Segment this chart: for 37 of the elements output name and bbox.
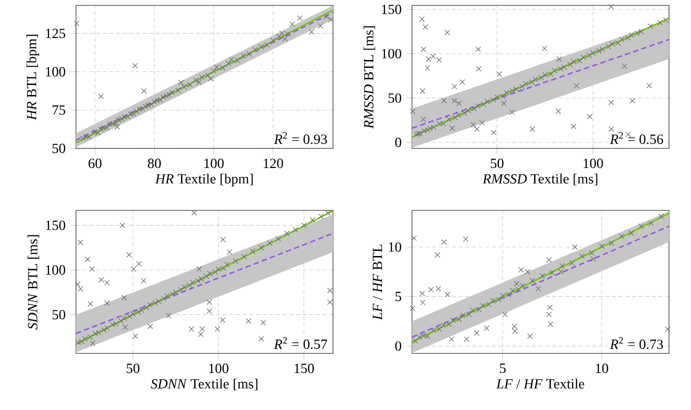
y-tick-label: 50 [52,310,66,320]
y-tick-label: 0 [395,137,402,147]
y-tick-label: 75 [52,105,66,115]
annotation: R$^{2}$ = 0.57 [274,336,328,349]
x-tick-label: 5 [500,363,506,373]
y-axis-title: HR BTL [bpm] [26,34,40,120]
y-axis-title: LF / HF BTL [372,244,382,320]
y-tick-label: 100 [46,66,66,76]
y-tick-label: 125 [46,28,66,38]
y-tick-label: 5 [396,292,402,302]
x-tick-label: 100 [209,363,228,373]
x-tick-label: 100 [204,158,224,168]
x-tick-label: 100 [584,158,603,168]
x-tick-label: 50 [126,363,140,373]
y-tick-label: 50 [52,143,66,153]
x-axis-title: SDNN Textile [ms] [150,378,258,390]
y-tick-label: 50 [388,93,402,103]
y-tick-label: 100 [382,48,402,58]
x-tick-label: 120 [264,158,284,168]
annotation: R$^{2}$ = 0.73 [610,336,663,349]
annotation: R$^{2}$ = 0.56 [610,132,664,144]
y-axis-title: SDNN BTL [ms] [28,234,40,330]
y-tick-label: 150 [382,4,402,14]
y-tick-label: 10 [388,242,402,252]
x-tick-label: 150 [294,363,314,373]
annotation: R$^{2}$ = 0.93 [274,132,327,144]
y-tick-label: 100 [46,265,66,275]
y-axis-title: RMSSD BTL [ms] [364,26,376,129]
x-tick-label: 60 [88,158,102,168]
y-tick-label: 150 [46,220,66,230]
x-axis-title: LF / HF Textile [496,378,584,388]
x-axis-title: HR Textile [bpm] [155,174,253,186]
x-tick-label: 80 [148,158,161,168]
y-tick-label: 0 [395,341,402,351]
x-tick-label: 50 [490,158,504,168]
x-axis-title: RMSSD Textile [ms] [482,174,598,186]
x-tick-label: 10 [596,363,608,373]
